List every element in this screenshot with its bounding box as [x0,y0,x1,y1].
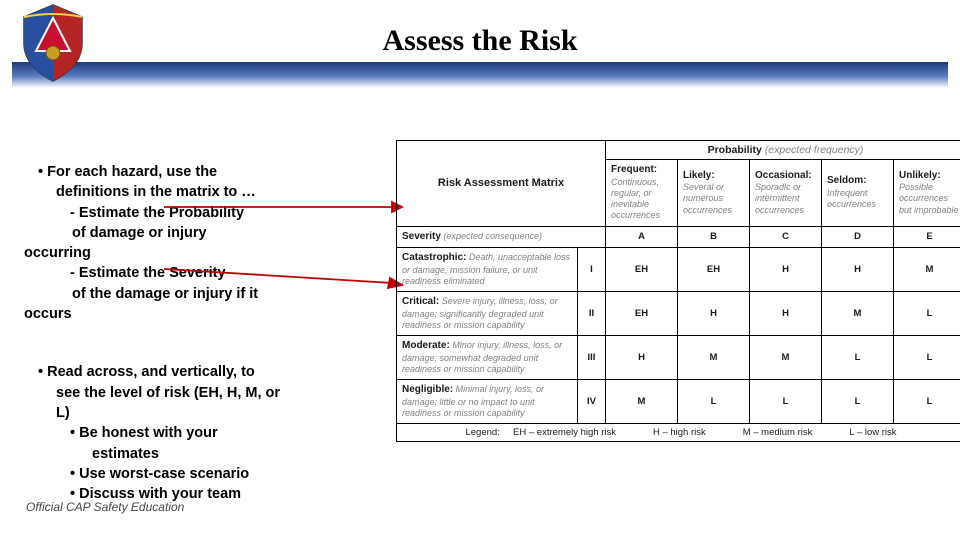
risk-cell: H [750,292,822,336]
risk-cell: H [678,292,750,336]
risk-cell: H [606,336,678,380]
probability-header: Probability (expected frequency) [606,141,960,160]
risk-cell: L [822,336,894,380]
row-code: II [578,292,606,336]
col-header: Unlikely:Possible occurrences but improb… [894,160,960,227]
severity-header: Severity (expected consequence) [397,226,606,248]
matrix-title-cell: Risk Assessment Matrix [397,141,606,227]
risk-cell: L [822,380,894,424]
risk-cell: EH [606,292,678,336]
risk-cell: L [894,336,960,380]
bullet-line: L) [24,403,374,423]
risk-cell: M [750,336,822,380]
cap-logo [18,3,88,83]
risk-cell: M [894,248,960,292]
footer-text: Official CAP Safety Education [26,500,184,514]
col-code: B [678,226,750,248]
risk-assessment-matrix: Risk Assessment Matrix Probability (expe… [396,140,960,442]
col-header: Likely:Several or numerous occurrences [678,160,750,227]
header-gradient-bar [12,62,948,88]
col-header: Seldom:Infrequent occurrences [822,160,894,227]
bullet-line: • For each hazard, use the [24,162,374,182]
risk-cell: M [822,292,894,336]
col-code: D [822,226,894,248]
bullet-line: see the level of risk (EH, H, M, or [24,383,374,403]
risk-cell: L [750,380,822,424]
risk-cell: EH [606,248,678,292]
bullet-line: • Be honest with your [24,423,374,443]
col-header: Occasional:Sporadic or intermittent occu… [750,160,822,227]
col-code: E [894,226,960,248]
bullet-line: of damage or injury [24,223,374,243]
row-header: Moderate: Minor injury, illness, loss, o… [397,336,578,380]
risk-cell: H [822,248,894,292]
col-code: C [750,226,822,248]
severity-arrow [164,261,404,291]
bullet-line: • Use worst-case scenario [24,464,374,484]
probability-arrow [164,199,404,215]
page-title: Assess the Risk [382,24,577,58]
risk-cell: M [606,380,678,424]
legend-row: Legend: EH – extremely high risk H – hig… [397,424,960,442]
row-code: I [578,248,606,292]
col-code: A [606,226,678,248]
row-code: IV [578,380,606,424]
bullet-line: occurs [24,304,374,324]
risk-cell: L [894,380,960,424]
row-header: Catastrophic: Death, unacceptable loss o… [397,248,578,292]
row-header: Critical: Severe injury, illness, loss, … [397,292,578,336]
col-header: Frequent:Continuous, regular, or inevita… [606,160,678,227]
risk-cell: H [750,248,822,292]
risk-cell: L [678,380,750,424]
row-code: III [578,336,606,380]
bullet-line: • Read across, and vertically, to [24,362,374,382]
bullet-line: estimates [24,444,374,464]
risk-cell: M [678,336,750,380]
row-header: Negligible: Minimal injury, loss, or dam… [397,380,578,424]
risk-cell: EH [678,248,750,292]
risk-cell: L [894,292,960,336]
